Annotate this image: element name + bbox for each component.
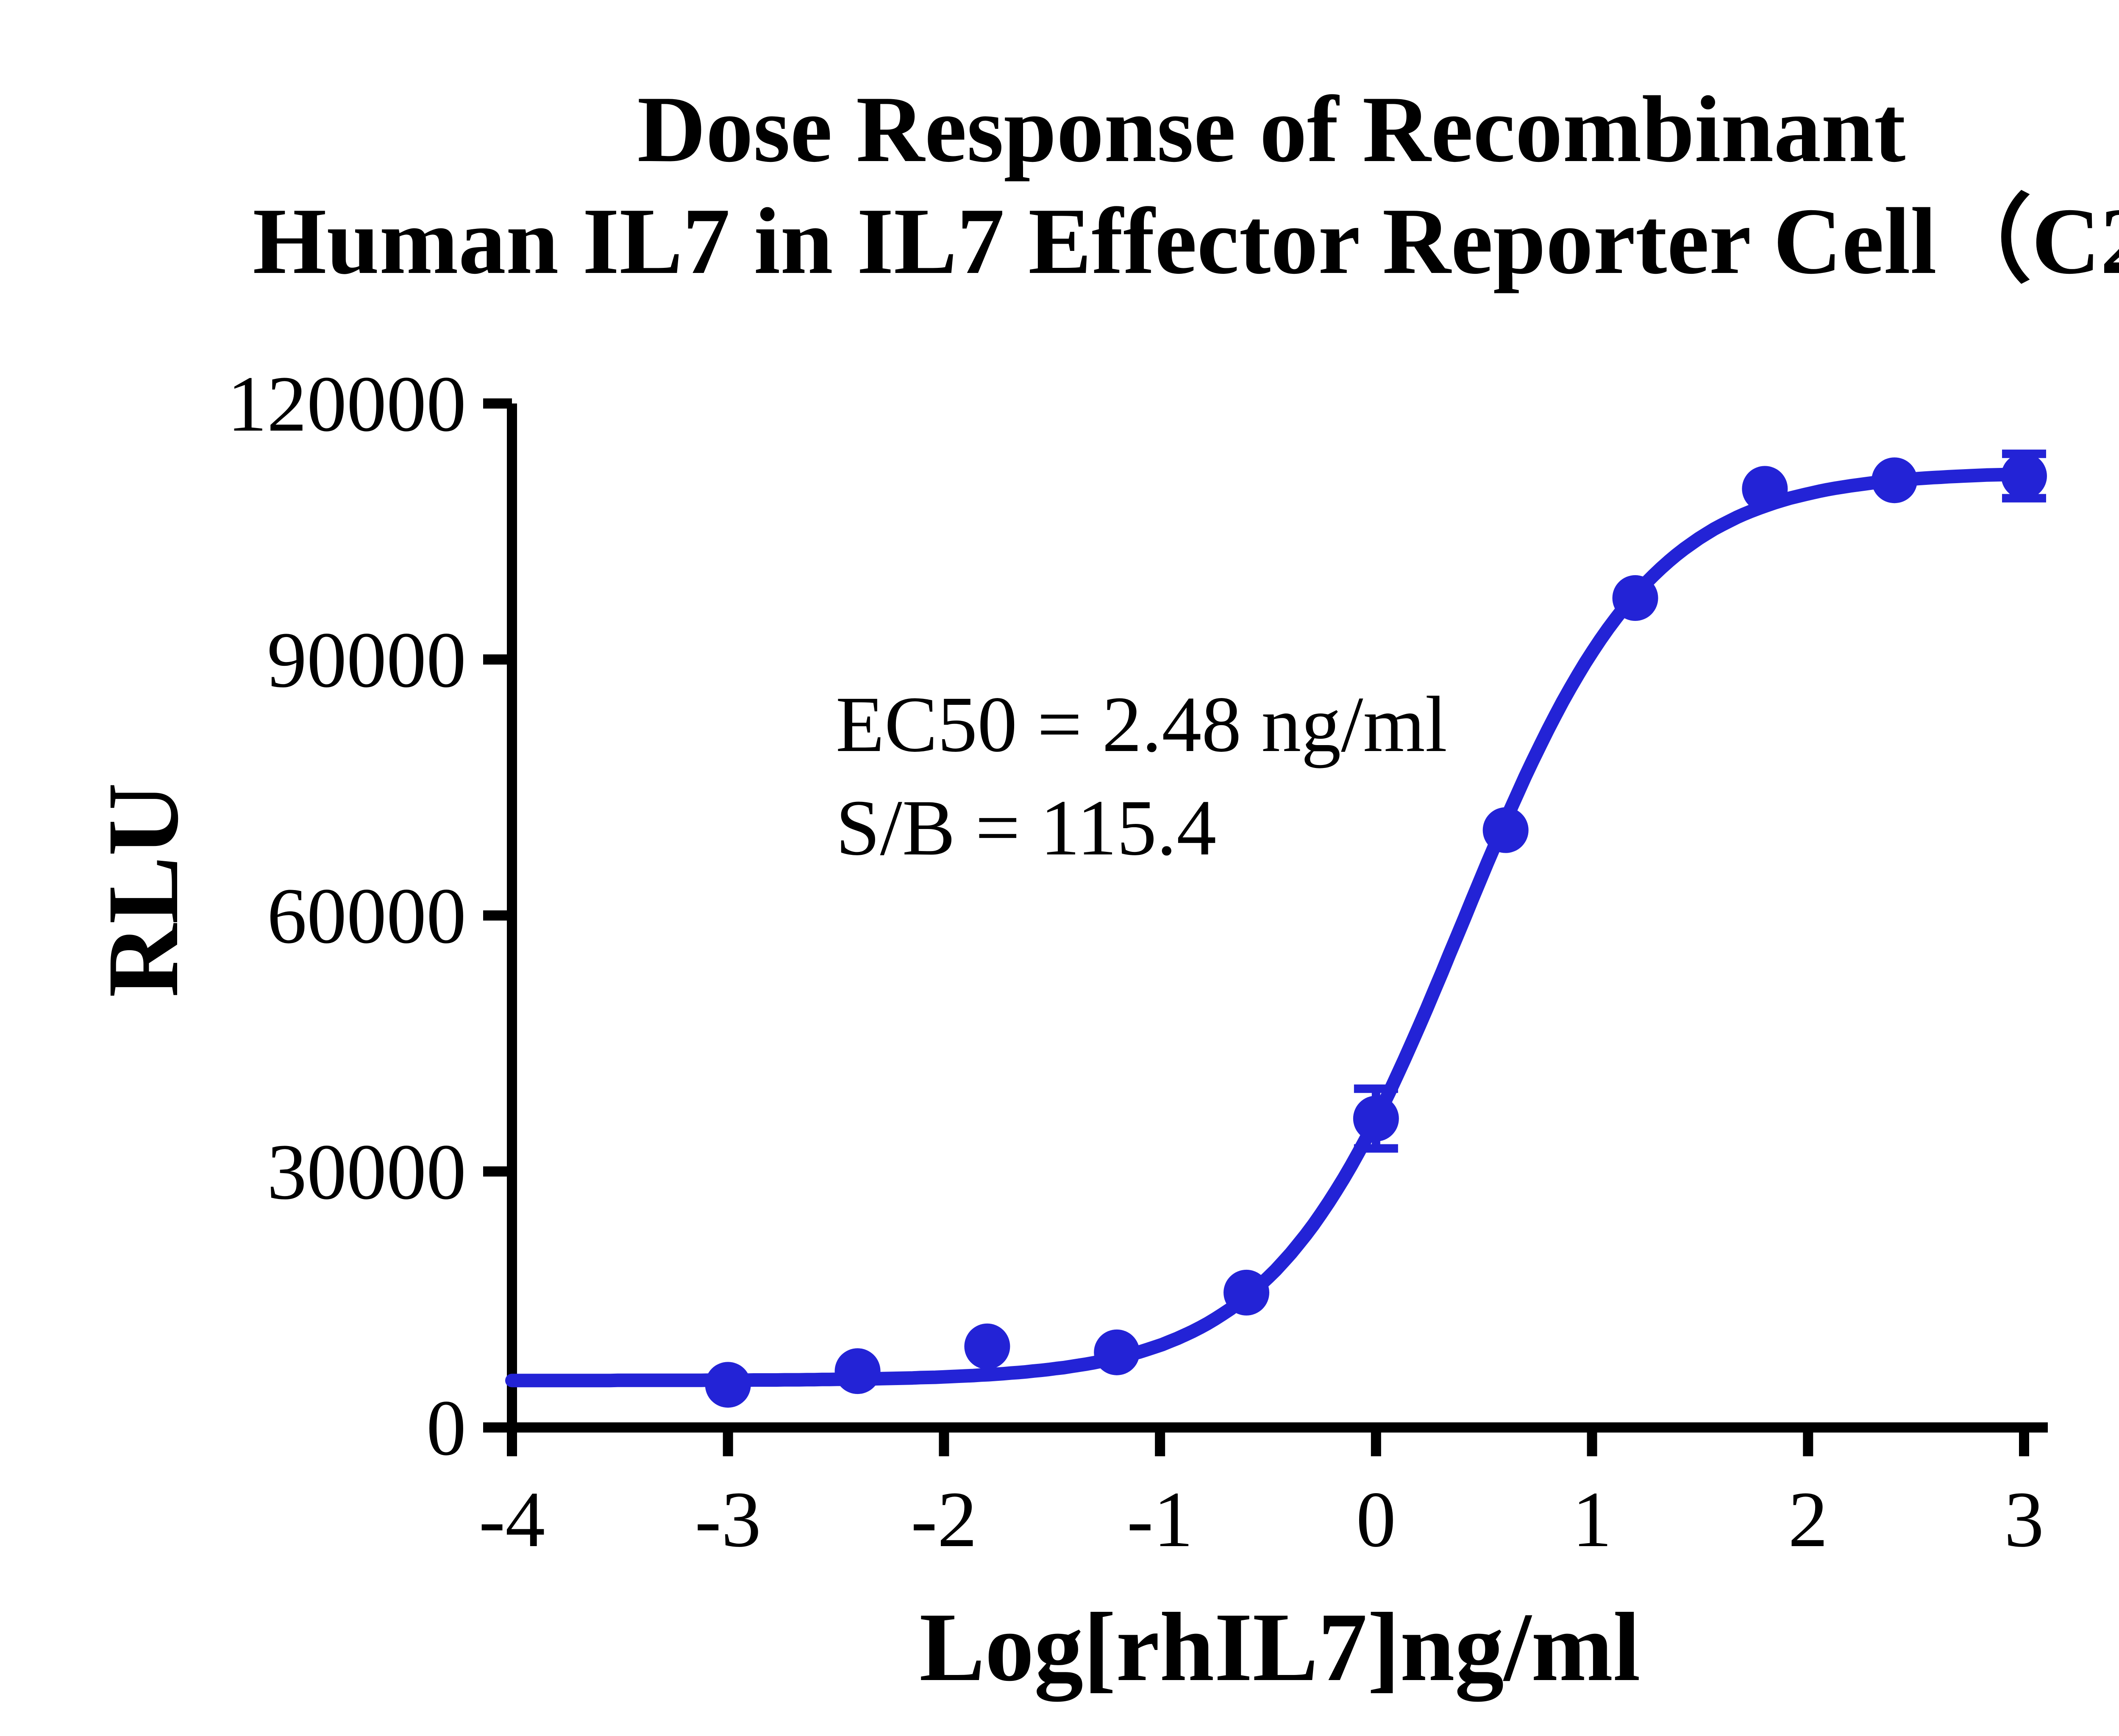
x-tick-label: -1 — [1127, 1475, 1193, 1564]
data-point — [705, 1362, 751, 1408]
x-tick-label: -3 — [695, 1475, 761, 1564]
x-tick-label: 0 — [1356, 1475, 1396, 1564]
sb-text: S/B = 115.4 — [836, 785, 1217, 873]
data-point — [1612, 575, 1658, 621]
chart-title-line1: Dose Response of Recombinant — [637, 78, 1906, 183]
data-point — [1094, 1329, 1140, 1375]
ec50-text: EC50 = 2.48 ng/ml — [836, 682, 1447, 770]
x-tick-label: 2 — [1788, 1475, 1828, 1564]
data-point — [1353, 1096, 1399, 1142]
chart-title: Dose Response of Recombinant Human IL7 i… — [203, 75, 2119, 298]
x-axis-title: Log[rhIL7]ng/ml — [919, 1592, 1641, 1702]
data-point — [1224, 1269, 1270, 1316]
data-point — [834, 1348, 881, 1394]
fit-curve — [505, 467, 2031, 1388]
data-point — [2001, 453, 2047, 499]
data-point — [1742, 466, 1788, 512]
data-point — [964, 1323, 1010, 1369]
x-tick-label: -2 — [911, 1475, 977, 1564]
data-point — [1872, 457, 1918, 504]
x-tick-label: -4 — [479, 1475, 545, 1564]
y-tick-label: 30000 — [267, 1127, 466, 1216]
y-tick-label: 0 — [426, 1383, 466, 1472]
y-tick-label: 120000 — [227, 359, 466, 448]
y-tick-label: 60000 — [267, 871, 466, 960]
chart-title-line2: Human IL7 in IL7 Effector Reporter Cell（… — [253, 190, 2119, 295]
x-tick-label: 1 — [1572, 1475, 1612, 1564]
data-point — [1482, 807, 1529, 853]
x-tick-label: 3 — [2004, 1475, 2044, 1564]
fit-annotation: EC50 = 2.48 ng/ml S/B = 115.4 — [836, 675, 1447, 882]
y-tick-label: 90000 — [267, 615, 466, 704]
